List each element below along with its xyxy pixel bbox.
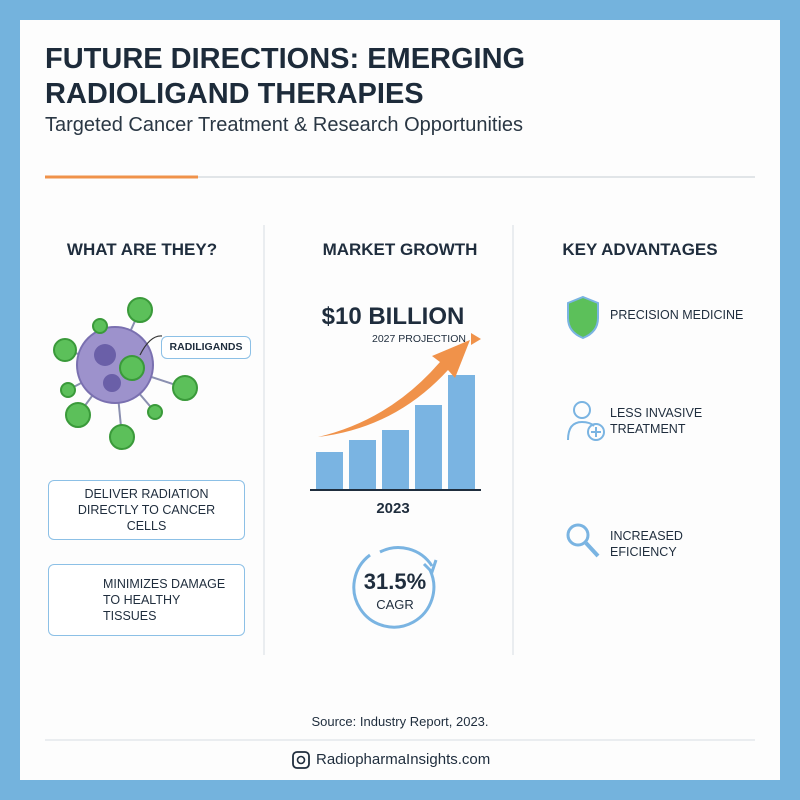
cell-illustration xyxy=(53,297,198,450)
cagr-ring xyxy=(352,546,438,629)
cagr-label: CAGR xyxy=(376,597,414,612)
column-heading: KEY ADVANTAGES xyxy=(562,240,718,259)
projection: 2027 PROJECTION xyxy=(372,333,466,345)
advantage: PRECISION MEDICINE xyxy=(610,308,744,322)
title: FUTURE DIRECTIONS: EMERGING RADIOLIGAND … xyxy=(45,43,526,110)
info-card: MINIMIZES DAMAGE TO HEALTHY TISSUES xyxy=(48,564,245,636)
card-text: DELIVER RADIATION DIRECTLY TO CANCER CEL… xyxy=(77,487,216,533)
advantage: INCREASED EFICIENCY xyxy=(610,529,683,559)
year: 2023 xyxy=(376,500,410,517)
card-text: MINIMIZES DAMAGE TO HEALTHY TISSUES xyxy=(103,577,226,623)
column-heading: WHAT ARE THEY? xyxy=(66,240,218,259)
site: RadiopharmaInsights.com xyxy=(316,751,491,768)
site-icon xyxy=(296,755,306,765)
callout: RADILIGANDS xyxy=(161,336,251,359)
growth-chart xyxy=(310,333,481,491)
market-value: $10 BILLION xyxy=(321,303,465,330)
site-icon xyxy=(292,751,310,769)
column-heading: MARKET GROWTH xyxy=(322,240,478,259)
subtitle: Targeted Cancer Treatment & Research Opp… xyxy=(45,114,524,136)
source: Source: Industry Report, 2023. xyxy=(311,714,489,729)
advantage: LESS INVASIVE TREATMENT xyxy=(610,406,703,436)
info-card: DELIVER RADIATION DIRECTLY TO CANCER CEL… xyxy=(48,480,245,540)
cagr-value: 31.5% xyxy=(363,569,427,594)
advantage-icons xyxy=(566,295,605,558)
